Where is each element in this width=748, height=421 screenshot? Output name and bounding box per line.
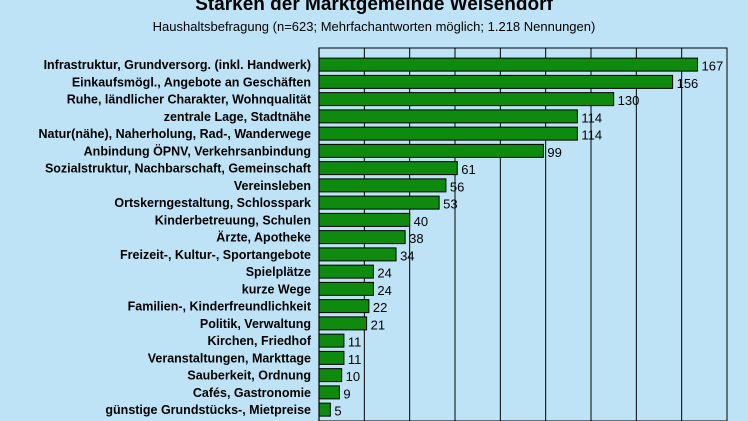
data-label: 99 — [547, 145, 561, 160]
category-label: Sozialstruktur, Nachbarschaft, Gemeinsch… — [45, 162, 312, 176]
data-label: 11 — [348, 335, 362, 350]
data-label: 130 — [618, 93, 640, 108]
data-label: 156 — [677, 76, 699, 91]
category-label: Einkaufsmögl., Angebote an Geschäften — [72, 75, 311, 89]
data-label: 11 — [348, 352, 362, 367]
bar — [318, 368, 343, 383]
category-label: Vereinsleben — [234, 179, 311, 193]
category-label: günstige Grundstücks-, Mietpreise — [105, 403, 311, 417]
bar — [318, 402, 331, 417]
data-label: 24 — [377, 266, 391, 281]
data-label: 21 — [371, 317, 385, 332]
data-label: 53 — [443, 197, 457, 212]
bar — [318, 299, 370, 314]
category-label: Kirchen, Friedhof — [208, 334, 312, 348]
data-label: 167 — [702, 59, 724, 74]
category-label: Natur(nähe), Naherholung, Rad-, Wanderwe… — [39, 127, 312, 141]
bar — [318, 264, 374, 279]
data-label: 24 — [377, 283, 391, 298]
category-label: Veranstaltungen, Markttage — [148, 351, 311, 365]
bar — [318, 126, 578, 141]
data-label: 34 — [400, 248, 414, 263]
category-label: Familien-, Kinderfreundlichkeit — [128, 300, 312, 314]
data-label: 40 — [414, 214, 428, 229]
data-label: 114 — [581, 128, 602, 143]
category-label: Kinderbetreuung, Schulen — [155, 213, 311, 227]
data-label: 38 — [409, 231, 423, 246]
bar — [318, 230, 406, 245]
data-label: 22 — [373, 300, 387, 315]
category-label: Cafés, Gastronomie — [193, 386, 311, 400]
data-label: 9 — [343, 386, 350, 401]
bar — [318, 109, 578, 124]
bar — [318, 350, 345, 365]
bar — [318, 161, 458, 176]
data-label: 10 — [346, 369, 360, 384]
category-label: Spielplätze — [246, 265, 311, 279]
bar — [318, 74, 674, 89]
bar — [318, 333, 345, 348]
bar — [318, 143, 544, 158]
bar — [318, 178, 447, 193]
bar — [318, 316, 368, 331]
bar — [318, 92, 615, 107]
bar — [318, 195, 440, 210]
bar — [318, 57, 699, 72]
bar — [318, 247, 397, 262]
bar — [318, 281, 374, 296]
chart-title: Stärken der Marktgemeinde Weisendorf — [195, 0, 553, 15]
category-label: kurze Wege — [242, 282, 311, 296]
data-label: 61 — [461, 162, 475, 177]
category-label: Ortskerngestaltung, Schlosspark — [114, 196, 311, 210]
data-label: 5 — [334, 404, 341, 419]
category-label: Freizeit-, Kultur-, Sportangebote — [120, 248, 311, 262]
category-label: Sauberkeit, Ordnung — [187, 369, 311, 383]
category-label: Anbindung ÖPNV, Verkehrsanbindung — [84, 143, 311, 158]
category-label: Ärzte, Apotheke — [216, 230, 311, 245]
bar — [318, 212, 411, 227]
bar — [318, 385, 340, 400]
chart-subtitle: Haushaltsbefragung (n=623; Mehrfachantwo… — [152, 19, 596, 34]
data-label: 114 — [581, 110, 602, 125]
category-label: Politik, Verwaltung — [200, 317, 311, 331]
category-label: Ruhe, ländlicher Charakter, Wohnqualität — [67, 93, 312, 107]
category-label: Infrastruktur, Grundversorg. (inkl. Hand… — [44, 58, 311, 72]
category-label: zentrale Lage, Stadtnähe — [164, 110, 311, 124]
data-label: 56 — [450, 179, 464, 194]
